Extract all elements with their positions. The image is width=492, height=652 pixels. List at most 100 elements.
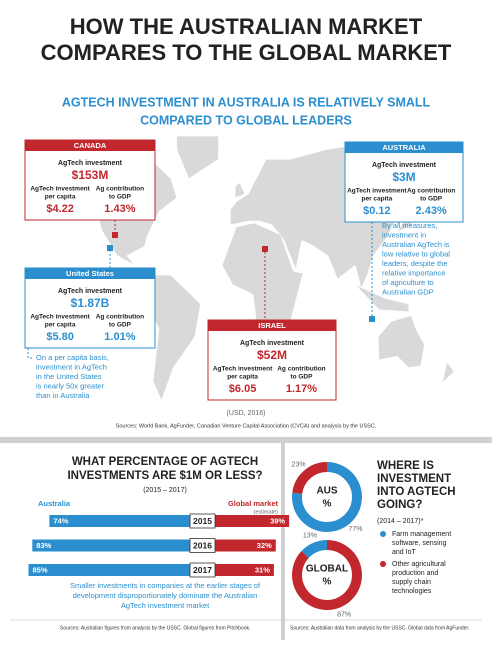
- note: investment in: [382, 230, 426, 239]
- country-header: [25, 140, 155, 151]
- value: 1.43%: [104, 203, 135, 215]
- value-label: 85%: [33, 565, 48, 574]
- sources: Sources: Australian figures from analysi…: [60, 625, 250, 631]
- bar: [49, 515, 191, 527]
- sources: Sources: World Bank, AgFunder, Canadian …: [116, 423, 377, 429]
- note: than in Australia: [36, 391, 90, 400]
- legend-label: technologies: [392, 588, 432, 595]
- label: AgTech investment: [58, 288, 123, 295]
- bar: [32, 539, 190, 552]
- value: $0.12: [363, 205, 391, 217]
- connector: [27, 348, 33, 359]
- value-label: 39%: [270, 516, 285, 525]
- value: 1.17%: [286, 383, 317, 395]
- year-box: [189, 562, 216, 578]
- subtitle: AGTECH INVESTMENT IN AUSTRALIA IS RELATI…: [62, 95, 431, 109]
- label: to GDP: [290, 374, 313, 381]
- chart-title: INVESTMENTS ARE $1M OR LESS?: [67, 470, 262, 482]
- label: Ag contribution: [407, 188, 455, 195]
- marker: [107, 245, 113, 251]
- country-name: ISRAEL: [258, 321, 286, 330]
- legend-label: Other agricultural: [392, 561, 446, 568]
- note: leaders, despite the: [382, 259, 447, 268]
- label: Ag contribution: [96, 314, 144, 321]
- legend-label: software, sensing: [392, 540, 447, 547]
- label: AgTech investment: [347, 188, 407, 195]
- land: [441, 361, 455, 385]
- year-box: [189, 513, 216, 529]
- title: COMPARES TO THE GLOBAL MARKET: [41, 40, 452, 65]
- label: AgTech investment: [58, 160, 123, 167]
- currency: (USD, 2016): [227, 410, 266, 417]
- country-name: United States: [66, 269, 114, 278]
- note: Australian GDP: [382, 287, 434, 296]
- label: to GDP: [420, 196, 443, 203]
- donut-label: GLOBAL: [306, 564, 348, 575]
- donut-segment: [292, 462, 362, 532]
- value-label: 23%: [292, 462, 306, 469]
- note: Australian AgTech is: [382, 240, 450, 249]
- country-header: [25, 268, 155, 279]
- label: to GDP: [109, 194, 132, 201]
- label: AgTech investment: [240, 340, 305, 347]
- note: in the United States: [36, 372, 102, 381]
- bar: [215, 539, 276, 552]
- value: $3M: [392, 170, 415, 184]
- chart-title: INTO AGTECH: [377, 486, 456, 498]
- land: [176, 135, 219, 180]
- land: [355, 284, 410, 313]
- marker: [112, 232, 118, 238]
- country-name: CANADA: [74, 141, 107, 150]
- donut-label: AUS: [316, 486, 337, 497]
- donut-unit: %: [323, 577, 332, 588]
- country-header: [208, 320, 336, 331]
- legend-dot: [380, 531, 386, 537]
- marker: [262, 246, 268, 252]
- value: $6.05: [229, 383, 257, 395]
- category-label: 2017: [193, 565, 212, 575]
- label: Ag contribution: [277, 366, 325, 373]
- legend-label: Global market: [228, 499, 279, 508]
- chart-title: INVESTMENT: [377, 473, 451, 485]
- note: of agriculture to: [382, 278, 434, 287]
- donut-segment: [292, 540, 362, 610]
- subtitle: COMPARED TO GLOBAL LEADERS: [140, 113, 352, 127]
- note: relative importance: [382, 268, 445, 277]
- category-label: 2015: [193, 516, 212, 526]
- chart-subtitle: (2015 – 2017): [143, 487, 187, 494]
- bar: [215, 564, 274, 576]
- caption: AgTech investment market: [121, 601, 210, 610]
- country-box: [24, 267, 156, 349]
- bar: [215, 515, 290, 527]
- legend-dot: [380, 561, 386, 567]
- legend-label: and IoT: [392, 549, 416, 556]
- country-box: [344, 141, 464, 223]
- chart-title: WHERE IS: [377, 460, 434, 472]
- note: investment in AgTech: [36, 362, 107, 371]
- country-name: AUSTRALIA: [382, 143, 426, 152]
- legend-label: production and: [392, 570, 438, 577]
- country-header: [345, 142, 463, 153]
- donut-segment: [292, 462, 328, 495]
- label: per capita: [227, 374, 258, 381]
- label: per capita: [45, 194, 76, 201]
- label: AgTech investment: [30, 186, 90, 193]
- land: [377, 315, 425, 369]
- label: per capita: [362, 196, 393, 203]
- label: Ag contribution: [96, 186, 144, 193]
- legend-label: Australia: [38, 499, 71, 508]
- value-label: 77%: [348, 526, 362, 533]
- label: AgTech investment: [372, 162, 437, 169]
- category-label: 2016: [193, 540, 212, 550]
- value: 2.43%: [416, 205, 447, 217]
- donut-segment: [301, 540, 328, 559]
- caption: Smaller investments in companies at the …: [70, 581, 261, 590]
- chart-subtitle: (2014 – 2017)*: [377, 518, 424, 525]
- sources: Sources: Australian data from analysis b…: [290, 625, 469, 631]
- caption: development disproportionately dominate …: [73, 591, 258, 600]
- note: low relative to global: [382, 249, 450, 258]
- legend-label: Farm management: [392, 531, 451, 538]
- value: $1.87B: [71, 296, 110, 310]
- land: [234, 182, 246, 199]
- note: On a per capita basis,: [36, 353, 109, 362]
